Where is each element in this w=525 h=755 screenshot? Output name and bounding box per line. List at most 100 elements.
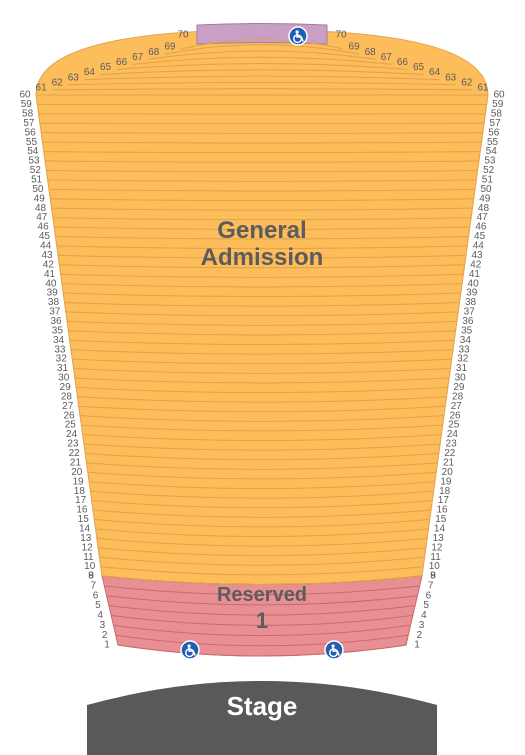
row-label-right: 47 — [477, 212, 489, 223]
row-label-left: 39 — [47, 288, 59, 299]
row-label-right: 13 — [433, 533, 445, 544]
row-label-right: 9 — [430, 571, 436, 582]
row-label-right: 2 — [417, 630, 423, 641]
row-label-right: 25 — [448, 420, 460, 431]
row-label-right: 63 — [445, 72, 457, 83]
row-label-right: 33 — [458, 344, 470, 355]
row-label-right: 17 — [438, 495, 450, 506]
row-label-left: 44 — [40, 241, 52, 252]
label-reserved: Reserved — [217, 584, 307, 606]
row-label-left: 58 — [22, 109, 34, 120]
row-label-left: 12 — [82, 542, 94, 553]
row-label-right: 11 — [430, 552, 441, 563]
row-label-right: 64 — [429, 67, 441, 78]
row-label-left: 42 — [43, 259, 55, 270]
row-label-left: 20 — [71, 467, 83, 478]
label-general: General — [217, 217, 306, 244]
row-label-left: 28 — [61, 391, 73, 402]
row-label-left: 16 — [76, 505, 88, 516]
row-label-left: 9 — [88, 571, 94, 582]
ada-reserved-right — [325, 641, 343, 659]
row-label-right: 18 — [439, 486, 451, 497]
row-label-right: 56 — [488, 127, 500, 138]
row-label-right: 45 — [474, 231, 486, 242]
row-label-right: 30 — [455, 373, 467, 384]
row-label-left: 37 — [49, 307, 61, 318]
row-label-right: 44 — [473, 241, 485, 252]
row-label-left: 51 — [31, 175, 43, 186]
row-label-right: 61 — [477, 83, 489, 94]
row-label-left: 53 — [28, 156, 40, 167]
row-label-right: 34 — [460, 335, 472, 346]
row-label-left: 31 — [57, 363, 69, 374]
label-stage: Stage — [227, 691, 298, 721]
row-label-left: 52 — [30, 165, 42, 176]
row-label-right: 35 — [461, 325, 473, 336]
row-label-right: 60 — [493, 90, 505, 101]
row-label-left: 15 — [78, 514, 90, 525]
row-label-right: 1 — [414, 640, 420, 651]
row-label-right: 65 — [413, 62, 425, 73]
row-label-right: 50 — [480, 184, 492, 195]
row-label-left: 56 — [25, 127, 37, 138]
row-label-right: 24 — [447, 429, 459, 440]
row-label-right: 19 — [440, 476, 452, 487]
row-label-right: 46 — [475, 222, 487, 233]
row-label-right: 12 — [431, 542, 443, 553]
row-label-left: 47 — [36, 212, 48, 223]
row-label-right: 5 — [423, 600, 429, 611]
row-label-left: 49 — [34, 193, 46, 204]
row-label-left: 62 — [52, 77, 64, 88]
row-label-right: 7 — [428, 580, 434, 591]
label-admission: Admission — [201, 244, 324, 271]
row-label-right: 6 — [426, 590, 432, 601]
row-label-left: 27 — [62, 401, 74, 412]
row-label-left: 66 — [116, 57, 128, 68]
row-label-left: 59 — [21, 99, 33, 110]
row-label-left: 70 — [177, 30, 189, 41]
row-label-left: 30 — [58, 373, 70, 384]
row-label-left: 38 — [48, 297, 60, 308]
row-label-right: 53 — [484, 156, 496, 167]
row-label-right: 69 — [349, 42, 361, 53]
row-label-right: 3 — [419, 620, 425, 631]
row-label-right: 16 — [436, 505, 448, 516]
row-label-right: 49 — [479, 193, 491, 204]
row-label-right: 37 — [464, 307, 476, 318]
row-label-left: 54 — [27, 146, 39, 157]
row-label-right: 48 — [478, 203, 490, 214]
row-label-left: 69 — [164, 42, 176, 53]
row-label-right: 52 — [483, 165, 495, 176]
row-label-left: 43 — [41, 250, 53, 261]
row-label-left: 35 — [52, 325, 64, 336]
row-label-right: 42 — [470, 259, 482, 270]
row-label-left: 46 — [38, 222, 50, 233]
row-label-right: 15 — [435, 514, 447, 525]
row-label-right: 41 — [469, 269, 481, 280]
row-label-left: 64 — [84, 67, 96, 78]
row-label-right: 38 — [465, 297, 477, 308]
section-accessible-row-70[interactable] — [197, 24, 327, 45]
row-label-left: 50 — [32, 184, 44, 195]
row-label-left: 33 — [54, 344, 66, 355]
row-label-left: 41 — [44, 269, 56, 280]
row-label-left: 63 — [68, 72, 80, 83]
row-label-right: 31 — [456, 363, 468, 374]
row-label-right: 28 — [452, 391, 464, 402]
row-label-right: 26 — [449, 410, 461, 421]
row-label-right: 59 — [492, 99, 504, 110]
row-label-left: 17 — [75, 495, 87, 506]
row-label-left: 19 — [72, 476, 84, 487]
row-label-right: 51 — [482, 175, 494, 186]
row-label-left: 34 — [53, 335, 65, 346]
row-label-right: 43 — [471, 250, 483, 261]
row-label-left: 57 — [23, 118, 35, 129]
row-label-left: 68 — [148, 47, 160, 58]
row-label-left: 55 — [26, 137, 38, 148]
row-label-right: 29 — [453, 382, 465, 393]
row-label-left: 13 — [80, 533, 92, 544]
row-label-left: 23 — [67, 439, 79, 450]
row-label-left: 48 — [35, 203, 47, 214]
row-label-left: 67 — [132, 52, 144, 63]
ada-top — [289, 27, 307, 45]
